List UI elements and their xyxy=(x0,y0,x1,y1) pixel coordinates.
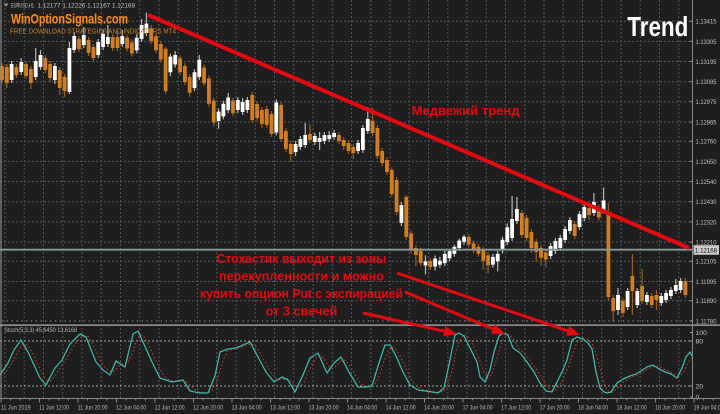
svg-text:13 Jun 20:00: 13 Jun 20:00 xyxy=(309,405,339,412)
svg-text:14 Jun 04:00: 14 Jun 04:00 xyxy=(347,405,377,412)
svg-text:FREE DOWNLOAD STRATEGIES AND I: FREE DOWNLOAD STRATEGIES AND INDICATORS … xyxy=(10,27,176,36)
svg-text:1.13305: 1.13305 xyxy=(696,39,717,46)
svg-text:18 Jun 12:00: 18 Jun 12:00 xyxy=(617,405,647,412)
svg-text:20: 20 xyxy=(696,383,704,390)
svg-text:1.12105: 1.12105 xyxy=(696,259,717,266)
svg-text:WinOptionSignals.com: WinOptionSignals.com xyxy=(11,11,128,27)
svg-text:1.13415: 1.13415 xyxy=(696,19,717,26)
svg-text:17 Jun 20:00: 17 Jun 20:00 xyxy=(540,405,570,412)
svg-text:1.12865: 1.12865 xyxy=(696,119,717,126)
svg-text:Stoch(5,3,3) 45.6450 13.6168: Stoch(5,3,3) 45.6450 13.6168 xyxy=(4,327,77,334)
svg-text:1.11780: 1.11780 xyxy=(696,318,717,325)
svg-text:13 Jun 12:00: 13 Jun 12:00 xyxy=(270,405,300,412)
svg-text:1.12430: 1.12430 xyxy=(696,199,717,206)
svg-text:1.12210: 1.12210 xyxy=(696,240,717,247)
svg-text:Стохастик выходит из зоны: Стохастик выходит из зоны xyxy=(217,251,387,266)
svg-text:100: 100 xyxy=(696,330,708,337)
svg-text:Медвежий тренд: Медвежий тренд xyxy=(412,103,521,118)
svg-text:17 Jun 04:00: 17 Jun 04:00 xyxy=(463,405,493,412)
svg-text:11 Jun 20:00: 11 Jun 20:00 xyxy=(78,405,108,412)
svg-text:1.12975: 1.12975 xyxy=(696,99,717,106)
svg-text:11 Jun 2019: 11 Jun 2019 xyxy=(1,405,31,412)
svg-text:купить опцион Put с экспирацие: купить опцион Put с экспирацией xyxy=(200,286,403,301)
svg-text:1.13085: 1.13085 xyxy=(696,79,717,86)
svg-text:1.12168: 1.12168 xyxy=(695,247,717,254)
svg-text:13 Jun 04:00: 13 Jun 04:00 xyxy=(232,405,262,412)
svg-text:18 Jun 20:00: 18 Jun 20:00 xyxy=(655,405,685,412)
svg-text:1.12540: 1.12540 xyxy=(696,179,717,186)
svg-text:11 Jun 12:00: 11 Jun 12:00 xyxy=(39,405,69,412)
svg-text:80: 80 xyxy=(696,338,704,345)
svg-text:18 Jun 04:00: 18 Jun 04:00 xyxy=(578,405,608,412)
svg-text:1.12320: 1.12320 xyxy=(696,219,717,226)
svg-text:12 Jun 12:00: 12 Jun 12:00 xyxy=(155,405,185,412)
svg-text:12 Jun 04:00: 12 Jun 04:00 xyxy=(116,405,146,412)
svg-text:14 Jun 20:00: 14 Jun 20:00 xyxy=(424,405,454,412)
svg-text:перекупленности и можно: перекупленности и можно xyxy=(219,269,384,284)
svg-text:19 Jun 04:00: 19 Jun 04:00 xyxy=(694,405,720,412)
svg-text:0: 0 xyxy=(696,394,700,401)
svg-text:1.11890: 1.11890 xyxy=(696,298,717,305)
svg-text:17 Jun 12:00: 17 Jun 12:00 xyxy=(501,405,531,412)
svg-text:EURUSD,H1: EURUSD,H1 xyxy=(11,2,34,9)
svg-text:1.12760: 1.12760 xyxy=(696,139,717,146)
svg-text:от 3 свечей: от 3 свечей xyxy=(266,304,338,319)
svg-text:1.12650: 1.12650 xyxy=(696,159,717,166)
svg-text:14 Jun 12:00: 14 Jun 12:00 xyxy=(386,405,416,412)
svg-text:1.11995: 1.11995 xyxy=(696,279,717,286)
svg-text:Trend: Trend xyxy=(627,11,688,42)
svg-text:1.12177 1.12226 1.12167 1.1216: 1.12177 1.12226 1.12167 1.12168 xyxy=(38,2,136,9)
svg-text:1.13195: 1.13195 xyxy=(696,59,717,66)
svg-text:12 Jun 20:00: 12 Jun 20:00 xyxy=(193,405,223,412)
